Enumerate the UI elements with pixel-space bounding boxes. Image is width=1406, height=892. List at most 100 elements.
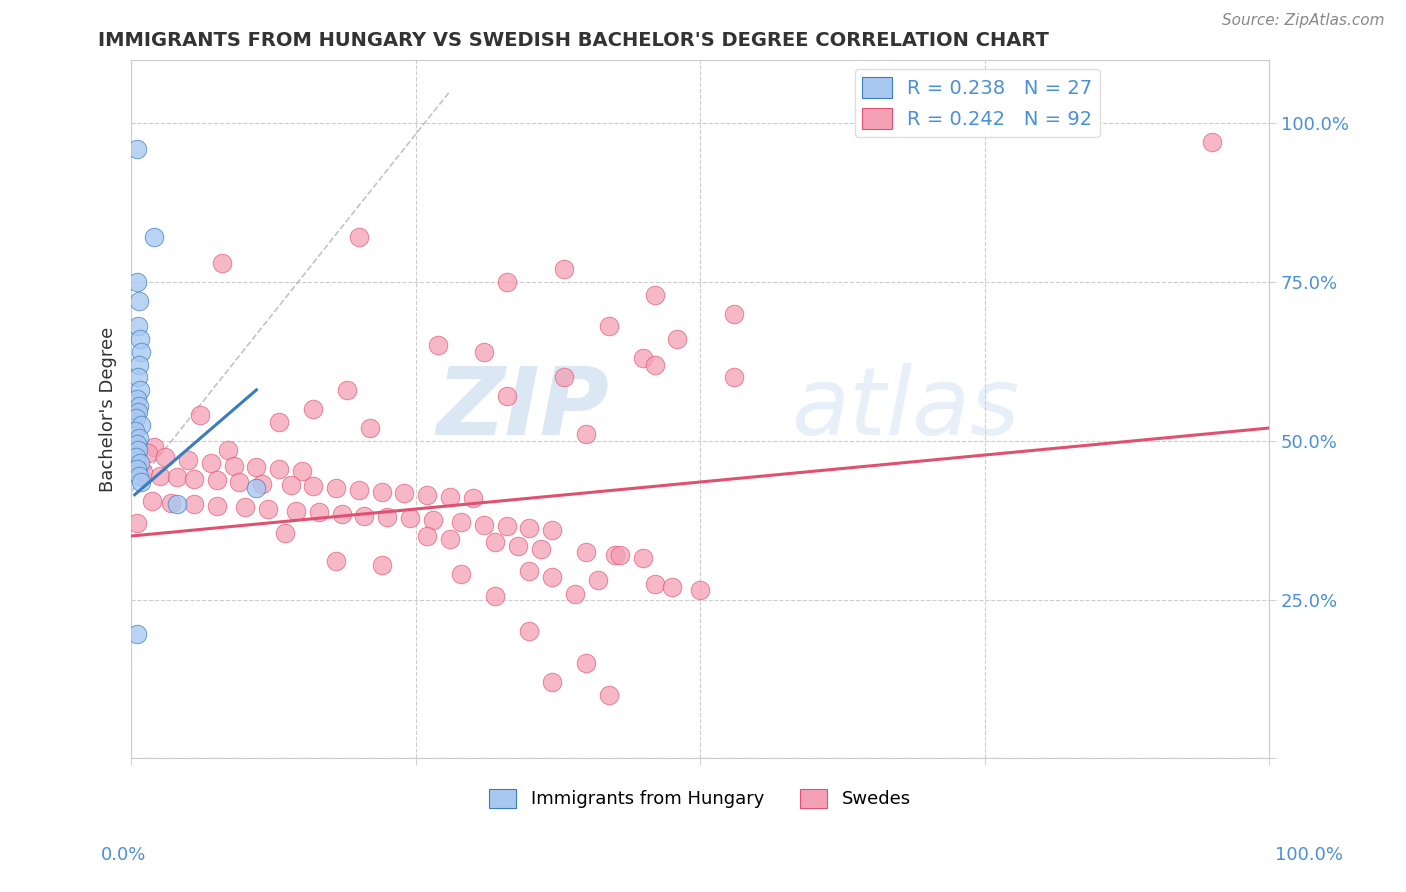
Point [177, 452, 200, 467]
Point [553, 370, 575, 384]
Point [127, 319, 149, 334]
Point [723, 307, 745, 321]
Point [128, 431, 150, 445]
Text: Source: ZipAtlas.com: Source: ZipAtlas.com [1222, 13, 1385, 29]
Point [541, 570, 564, 584]
Point [128, 358, 150, 372]
Point [461, 491, 484, 505]
Point [291, 464, 314, 478]
Point [439, 490, 461, 504]
Point [586, 574, 609, 588]
Point [131, 466, 153, 480]
Point [222, 459, 245, 474]
Point [128, 293, 150, 308]
Point [450, 515, 472, 529]
Point [280, 478, 302, 492]
Point [128, 468, 150, 483]
Point [143, 440, 166, 454]
Text: atlas: atlas [792, 363, 1019, 454]
Point [370, 558, 392, 572]
Point [644, 358, 666, 372]
Point [472, 517, 495, 532]
Point [598, 319, 620, 334]
Point [188, 409, 211, 423]
Point [125, 450, 148, 464]
Point [484, 535, 506, 549]
Point [553, 262, 575, 277]
Point [228, 475, 250, 489]
Point [644, 287, 666, 301]
Point [530, 541, 553, 556]
Point [416, 529, 439, 543]
Point [689, 582, 711, 597]
Legend: Immigrants from Hungary, Swedes: Immigrants from Hungary, Swedes [482, 782, 918, 815]
Point [125, 516, 148, 531]
Point [495, 275, 517, 289]
Point [353, 508, 375, 523]
Point [125, 627, 148, 641]
Point [609, 548, 631, 562]
Point [1201, 135, 1223, 149]
Point [575, 656, 598, 670]
Point [155, 450, 177, 464]
Point [541, 675, 564, 690]
Point [211, 256, 233, 270]
Point [217, 443, 239, 458]
Point [125, 411, 148, 425]
Point [472, 344, 495, 359]
Point [541, 523, 564, 537]
Point [519, 564, 541, 578]
Point [124, 424, 146, 438]
Point [603, 548, 626, 562]
Text: IMMIGRANTS FROM HUNGARY VS SWEDISH BACHELOR'S DEGREE CORRELATION CHART: IMMIGRANTS FROM HUNGARY VS SWEDISH BACHE… [98, 31, 1049, 50]
Point [125, 142, 148, 156]
Point [519, 521, 541, 535]
Point [128, 399, 150, 413]
Point [370, 484, 392, 499]
Point [336, 383, 359, 397]
Point [506, 539, 529, 553]
Point [250, 477, 273, 491]
Point [143, 230, 166, 244]
Point [125, 392, 148, 407]
Point [308, 505, 330, 519]
Point [416, 488, 439, 502]
Point [269, 415, 291, 429]
Point [129, 383, 152, 397]
Point [325, 482, 347, 496]
Point [575, 545, 598, 559]
Point [136, 446, 159, 460]
Point [127, 370, 149, 384]
Point [129, 332, 152, 346]
Point [233, 500, 256, 515]
Point [285, 503, 308, 517]
Point [359, 421, 381, 435]
Point [661, 580, 683, 594]
Point [205, 499, 228, 513]
Point [245, 460, 267, 475]
Point [127, 443, 149, 458]
Point [450, 567, 472, 582]
Point [183, 472, 205, 486]
Point [302, 479, 325, 493]
Point [495, 519, 517, 533]
Point [631, 551, 654, 566]
Point [200, 456, 222, 470]
Point [129, 456, 152, 470]
Point [347, 230, 370, 244]
Point [375, 510, 398, 524]
Point [666, 332, 689, 346]
Point [302, 401, 325, 416]
Point [125, 462, 148, 476]
Point [598, 688, 620, 702]
Point [127, 405, 149, 419]
Point [564, 587, 586, 601]
Point [269, 462, 291, 476]
Point [274, 525, 297, 540]
Point [631, 351, 654, 366]
Point [141, 494, 163, 508]
Point [484, 590, 506, 604]
Point [495, 389, 517, 403]
Point [394, 485, 416, 500]
Point [166, 497, 188, 511]
